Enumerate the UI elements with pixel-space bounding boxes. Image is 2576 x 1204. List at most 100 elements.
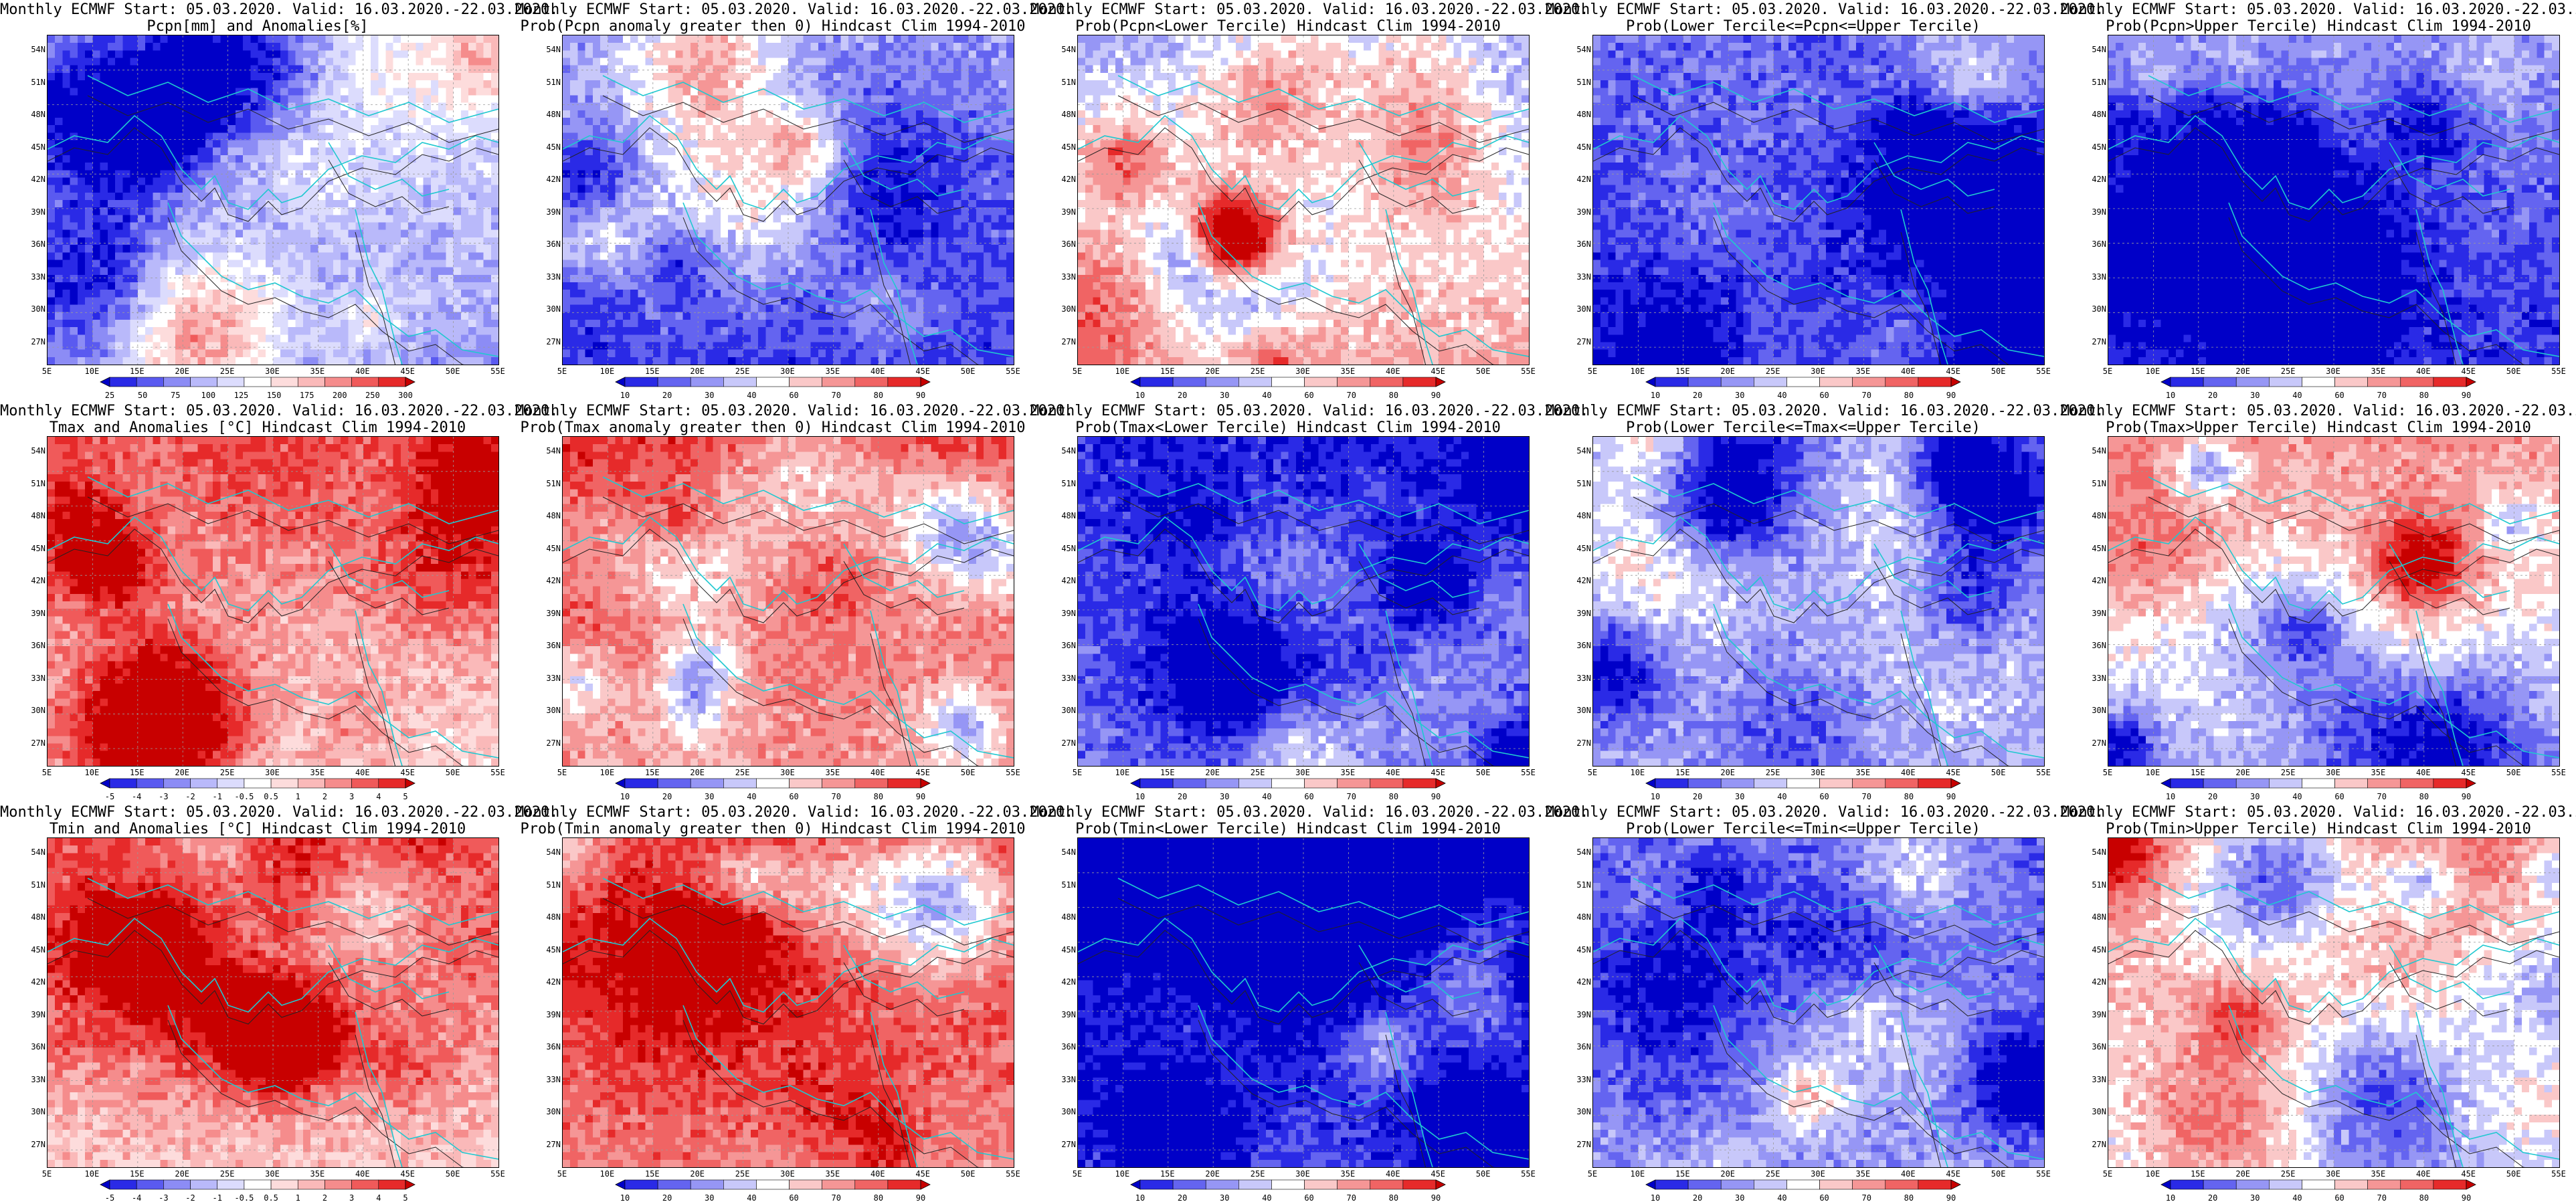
colorbar-tick-label: 30 [1211, 391, 1238, 399]
lon-tick-label: 15E [1154, 1170, 1181, 1178]
forecast-map [562, 436, 1014, 767]
lon-tick-label: 10E [593, 367, 620, 375]
lat-tick-label: 27N [17, 739, 45, 747]
lat-tick-label: 27N [17, 1140, 45, 1148]
lon-tick-label: 45E [394, 769, 421, 777]
colorbar-tick-label: 3 [339, 1194, 365, 1202]
colorbar-tick-label: 20 [2199, 391, 2226, 399]
colorbar-tick-label: 10 [1127, 1194, 1154, 1202]
coastline [1633, 476, 2044, 524]
coastline [870, 1011, 918, 1167]
lat-tick-label: 45N [533, 143, 561, 151]
lat-tick-label: 51N [1048, 881, 1076, 889]
colorbar-tick-label: 30 [696, 391, 723, 399]
lat-tick-label: 27N [2078, 739, 2106, 747]
lat-tick-label: 27N [533, 739, 561, 747]
colorbar-tick-label: 70 [1338, 391, 1365, 399]
colorbar [1645, 778, 1961, 789]
colorbar-tick-label: 30 [696, 793, 723, 801]
contour-line [328, 561, 450, 615]
colorbar-tick-label: 30 [1211, 1194, 1238, 1202]
lat-tick-label: 27N [1563, 338, 1591, 346]
lat-tick-label: 51N [1563, 480, 1591, 488]
lon-tick-label: 30E [1805, 769, 1831, 777]
contour-line [843, 561, 965, 615]
map-panel: Monthly ECMWF Start: 05.03.2020. Valid: … [0, 0, 558, 401]
contour-line [2148, 95, 2559, 143]
colorbar [100, 377, 416, 387]
contour-line [355, 231, 396, 365]
lon-tick-label: 45E [2455, 1170, 2482, 1178]
lat-tick-label: 45N [17, 544, 45, 553]
lat-tick-label: 42N [2078, 577, 2106, 585]
colorbar-tick-label: -5 [96, 793, 123, 801]
lat-tick-label: 42N [1048, 577, 1076, 585]
lon-tick-label: 35E [304, 769, 331, 777]
lat-tick-label: 36N [2078, 1043, 2106, 1051]
colorbar-tick-label: 90 [1422, 793, 1449, 801]
lon-tick-label: 25E [1245, 367, 1271, 375]
lat-tick-label: 30N [17, 706, 45, 714]
colorbar-tick-label: 30 [2241, 391, 2268, 399]
lon-tick-label: 20E [1714, 769, 1741, 777]
coastline [2389, 142, 2510, 197]
lat-tick-label: 36N [533, 641, 561, 649]
contour-line [2415, 633, 2457, 766]
colorbar-tick-label: 90 [907, 793, 934, 801]
map-panel: Monthly ECMWF Start: 05.03.2020. Valid: … [1030, 401, 1588, 803]
coastline [2415, 610, 2464, 766]
lat-tick-label: 54N [1563, 447, 1591, 455]
lat-tick-label: 30N [533, 706, 561, 714]
colorbar-tick-label: 70 [1338, 793, 1365, 801]
colorbar-tick-label: 10 [612, 1194, 638, 1202]
lat-tick-label: 30N [2078, 305, 2106, 313]
lon-tick-label: 45E [1940, 367, 1966, 375]
colorbar-tick-label: 20 [2199, 1194, 2226, 1202]
colorbar-tick-label: 20 [654, 793, 680, 801]
lon-tick-label: 30E [2320, 1170, 2347, 1178]
lon-tick-label: 10E [78, 367, 105, 375]
colorbar-tick-label: 10 [1642, 793, 1669, 801]
contour-line [2148, 496, 2559, 544]
colorbar [1130, 1179, 1446, 1190]
panel-subtitle: Tmin and Anomalies [°C] Hindcast Clim 19… [0, 821, 515, 837]
lat-tick-label: 27N [2078, 1140, 2106, 1148]
lat-tick-label: 30N [2078, 706, 2106, 714]
lat-tick-label: 42N [533, 978, 561, 986]
lon-tick-label: 45E [394, 1170, 421, 1178]
lat-tick-label: 33N [2078, 273, 2106, 281]
colorbar-tick-label: -2 [177, 793, 204, 801]
lat-tick-label: 45N [17, 143, 45, 151]
panel-subtitle: Prob(Tmin anomaly greater then 0) Hindca… [515, 821, 1030, 837]
coastline [167, 202, 498, 357]
lat-tick-label: 30N [533, 1108, 561, 1116]
lon-tick-label: 25E [214, 769, 241, 777]
lon-tick-label: 15E [124, 769, 151, 777]
contour-line [1198, 1019, 1495, 1167]
colorbar [100, 1179, 416, 1190]
lon-tick-label: 50E [955, 367, 982, 375]
colorbar-tick-label: 30 [1211, 793, 1238, 801]
contour-line [1900, 1034, 1942, 1167]
colorbar-tick-label: 30 [2241, 1194, 2268, 1202]
colorbar-tick-label: 70 [1853, 391, 1880, 399]
coastline [328, 944, 450, 999]
lon-tick-label: 40E [2410, 769, 2437, 777]
lat-tick-label: 45N [1048, 143, 1076, 151]
coastline [1117, 878, 1529, 926]
lat-tick-label: 36N [2078, 641, 2106, 649]
lat-tick-label: 30N [2078, 1108, 2106, 1116]
contour-line [1713, 618, 2010, 766]
colorbar-tick-label: -4 [123, 1194, 150, 1202]
contour-line [1198, 217, 1495, 365]
lat-tick-label: 42N [1563, 577, 1591, 585]
colorbar-tick-label: 60 [2326, 1194, 2353, 1202]
coastline [870, 610, 918, 766]
lat-tick-label: 39N [2078, 1011, 2106, 1019]
contour-line [48, 528, 498, 623]
colorbar-tick-label: 70 [1853, 793, 1880, 801]
lat-tick-label: 39N [1048, 208, 1076, 216]
colorbar-tick-label: 60 [1296, 793, 1323, 801]
map-panel: Monthly ECMWF Start: 05.03.2020. Valid: … [2061, 803, 2576, 1204]
coastline [328, 543, 450, 598]
